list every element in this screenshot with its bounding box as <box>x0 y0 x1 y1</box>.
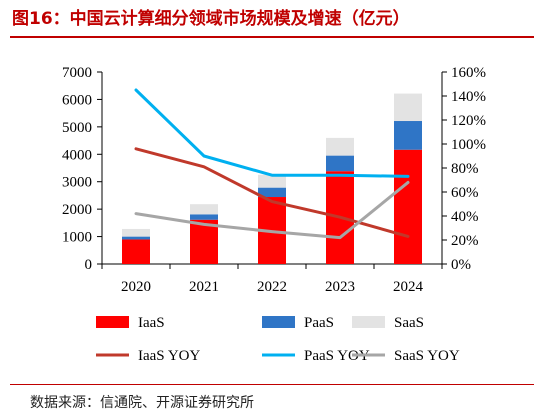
footer-divider <box>10 384 534 385</box>
left-tick-label: 5000 <box>62 120 92 136</box>
legend-swatch-saas <box>352 316 385 328</box>
left-tick-label: 0 <box>85 257 93 273</box>
bar-iaas <box>394 149 422 264</box>
chart-title: 图16：中国云计算细分领域市场规模及增速（亿元） <box>12 9 410 29</box>
right-tick-label: 80% <box>451 161 479 177</box>
legend-label-paas-yoy: PaaS YOY <box>304 348 370 364</box>
x-tick-label: 2023 <box>325 279 355 295</box>
left-tick-label: 2000 <box>62 202 92 218</box>
x-tick-label: 2020 <box>121 279 151 295</box>
legend-label-paas: PaaS <box>304 315 334 331</box>
bar-iaas <box>122 239 150 264</box>
line-saas-yoy <box>134 180 410 240</box>
right-tick-label: 0% <box>451 257 471 273</box>
bar-paas <box>190 214 218 220</box>
right-tick-label: 20% <box>451 233 479 249</box>
right-tick-label: 100% <box>451 137 486 153</box>
right-tick-label: 160% <box>451 65 486 81</box>
bar-paas <box>326 155 354 172</box>
bar-iaas <box>190 219 218 264</box>
legend-swatch-iaas <box>96 316 129 328</box>
line-paas-yoy <box>134 88 410 178</box>
x-tick-label: 2021 <box>189 279 219 295</box>
bar-saas <box>258 174 286 188</box>
line-iaas-yoy <box>134 147 410 238</box>
chart-legend: IaaS PaaS SaaS IaaS YOY PaaS YOY SaaS YOY <box>96 315 460 364</box>
left-tick-label: 3000 <box>62 175 92 191</box>
bar-saas <box>326 137 354 156</box>
bar-saas <box>122 228 150 237</box>
bar-paas <box>122 236 150 240</box>
legend-label-iaas: IaaS <box>138 315 165 331</box>
bar-paas <box>258 187 286 198</box>
right-tick-label: 120% <box>451 113 486 129</box>
legend-label-iaas-yoy: IaaS YOY <box>138 348 201 364</box>
right-tick-label: 40% <box>451 209 479 225</box>
chart-bars <box>122 93 422 264</box>
title-divider <box>10 36 534 38</box>
chart-lines <box>134 88 410 240</box>
x-tick-label: 2024 <box>393 279 424 295</box>
bar-paas <box>394 121 422 150</box>
legend-label-saas-yoy: SaaS YOY <box>394 348 460 364</box>
chart: 0 1000 2000 3000 4000 5000 6000 7000 0% 20% 40% 60%… <box>62 65 486 364</box>
bar-saas <box>190 204 218 215</box>
right-tick-label: 140% <box>451 89 486 105</box>
legend-swatch-paas <box>262 316 295 328</box>
chart-axes: 0 1000 2000 3000 4000 5000 6000 7000 0% 20% 40% 60%… <box>62 65 486 295</box>
left-tick-label: 6000 <box>62 92 92 108</box>
left-tick-label: 4000 <box>62 147 92 163</box>
x-tick-label: 2022 <box>257 279 287 295</box>
source-note: 数据来源：信通院、开源证券研究所 <box>30 395 254 411</box>
right-tick-label: 60% <box>451 185 479 201</box>
left-tick-label: 7000 <box>62 65 92 81</box>
left-tick-label: 1000 <box>62 230 92 246</box>
legend-label-saas: SaaS <box>394 315 424 331</box>
bar-saas <box>394 93 422 122</box>
